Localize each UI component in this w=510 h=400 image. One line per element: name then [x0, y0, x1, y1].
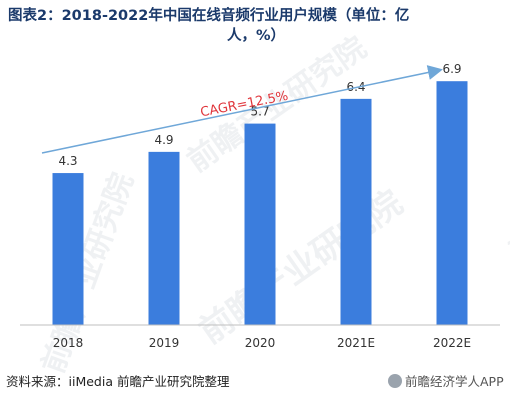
x-tick-label-2020: 2020 — [245, 336, 276, 350]
chart-title-line1: 图表2：2018-2022年中国在线音频行业用户规模（单位：亿 — [8, 8, 410, 24]
brand-text: 前瞻经济学人APP — [405, 374, 504, 389]
cagr-annotation: CAGR=12.5% — [199, 89, 289, 121]
x-tick-label-2019: 2019 — [149, 336, 180, 350]
bar-2020 — [244, 123, 276, 325]
bar-2021E — [340, 98, 372, 325]
bar-2022E — [436, 81, 468, 325]
source-note: 资料来源：iiMedia 前瞻产业研究院整理 — [6, 374, 230, 389]
bar-2018 — [52, 173, 84, 325]
value-label-2019: 4.9 — [154, 133, 173, 147]
cagr-arrow — [41, 65, 443, 154]
bar-2019 — [148, 151, 180, 325]
brand-watermark: 前瞻经济学人APP — [388, 371, 504, 390]
chart-title: 图表2：2018-2022年中国在线音频行业用户规模（单位：亿 人，%） — [8, 6, 504, 46]
value-label-2018: 4.3 — [58, 154, 77, 168]
value-label-2022E: 6.9 — [442, 62, 461, 76]
chart-title-line2: 人，%） — [226, 28, 286, 44]
x-tick-label-2018: 2018 — [53, 336, 84, 350]
x-tick-label-2021E: 2021E — [337, 336, 375, 350]
x-tick-label-2022E: 2022E — [433, 336, 471, 350]
brand-logo-icon — [388, 374, 402, 388]
